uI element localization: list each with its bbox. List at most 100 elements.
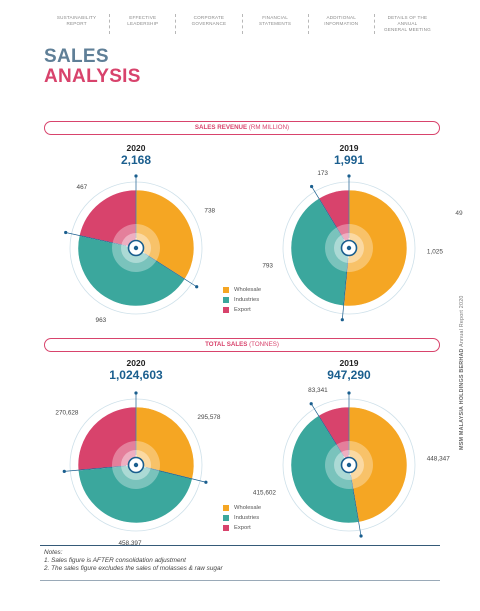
notes-bottom-divider xyxy=(40,580,440,581)
data-label-wholesale: 295,578 xyxy=(197,414,221,421)
chart-heading-tonnes-2019: 2019 947,290 xyxy=(289,358,409,382)
legend-label: Industries xyxy=(234,297,260,303)
notes-heading: Notes: xyxy=(44,549,63,556)
slice-boundary-line xyxy=(310,403,345,457)
pie-chart-revenue-2020: 738 963 467 xyxy=(64,174,216,324)
slice-boundary-line xyxy=(350,474,362,537)
pie-slice-industries xyxy=(290,415,360,524)
legend-item-industries: Industries xyxy=(223,295,261,305)
legend-label: Wholesale xyxy=(234,505,262,511)
note-item: 2. The sales figure excludes the sales o… xyxy=(44,565,223,573)
section-label: SALES REVENUE xyxy=(194,124,248,131)
pie-slice-industries xyxy=(290,198,350,307)
slice-boundary-line xyxy=(311,186,345,240)
slice-boundary-dot xyxy=(134,174,138,178)
pie-center-dot xyxy=(346,462,352,468)
legend-item-export: Export xyxy=(223,305,261,315)
nav-corporate-governance[interactable]: CORPORATE GOVERNANCE xyxy=(175,14,241,34)
pie-center-dot xyxy=(346,245,352,251)
nav-financial-statements[interactable]: FINANCIAL STATEMENTS xyxy=(241,14,308,34)
data-label-industries: 458,397 xyxy=(118,540,142,547)
legend-swatch-export xyxy=(223,525,229,531)
chart-year: 2020 xyxy=(126,143,146,153)
legend-swatch-wholesale xyxy=(223,505,229,511)
slice-boundary-line xyxy=(144,253,197,288)
data-label-export: 83,341 xyxy=(308,387,328,394)
section-unit: (TONNES) xyxy=(247,341,279,348)
nav-agm-details[interactable]: DETAILS OF THE ANNUAL GENERAL MEETING xyxy=(373,14,440,34)
legend-item-export: Export xyxy=(223,523,261,533)
top-navigation: SUSTAINABILITY REPORT EFFECTIVE LEADERSHIP… xyxy=(44,14,440,34)
chart-total: 2,168 xyxy=(120,153,152,167)
pie-slice-industries xyxy=(77,464,193,524)
page-title-line1: SALES xyxy=(44,46,109,67)
chart-year: 2020 xyxy=(126,358,146,368)
legend-label: Industries xyxy=(234,515,260,521)
report-name: Annual Report 2020 xyxy=(459,295,465,349)
section-label: TOTAL SALES xyxy=(205,341,248,348)
legend-label: Export xyxy=(234,307,251,313)
chart-total: 1,024,603 xyxy=(109,368,163,382)
slice-boundary-dot xyxy=(310,184,314,189)
pie-slice-wholesale xyxy=(343,189,408,307)
legend-revenue: Wholesale Industries Export xyxy=(223,285,261,315)
pie-slice-export xyxy=(77,406,137,471)
legend-swatch-wholesale xyxy=(223,287,229,293)
slice-boundary-dot xyxy=(62,469,66,473)
note-item: 1. Sales figure is AFTER consolidation a… xyxy=(44,557,186,565)
chart-year: 2019 xyxy=(339,143,359,153)
data-label-export: 467 xyxy=(77,184,88,191)
slice-boundary-dot xyxy=(204,480,208,484)
data-label-industries: 793 xyxy=(262,263,273,270)
legend-label: Wholesale xyxy=(234,287,262,293)
nav-sustainability-report[interactable]: SUSTAINABILITY REPORT xyxy=(56,15,97,26)
pie-chart-tonnes-2019: 448,347 415,602 83,341 xyxy=(253,387,450,538)
data-label-wholesale: 1,025 xyxy=(427,249,443,256)
slice-boundary-line xyxy=(65,232,127,247)
data-label-export: 270,628 xyxy=(55,409,79,416)
legend-swatch-export xyxy=(223,307,229,313)
data-label-industries: 963 xyxy=(96,317,107,324)
data-label-wholesale: 738 xyxy=(204,208,215,215)
slice-boundary-dot xyxy=(134,391,138,395)
chart-heading-revenue-2020: 2020 2,168 xyxy=(76,143,196,167)
notes: Notes: 1. Sales figure is AFTER consolid… xyxy=(44,549,223,574)
slice-boundary-dot xyxy=(309,402,313,406)
pie-slice-wholesale xyxy=(348,406,408,523)
slice-boundary-dot xyxy=(64,230,68,235)
section-unit: (RM MILLION) xyxy=(247,124,290,131)
chart-heading-revenue-2019: 2019 1,991 xyxy=(289,143,409,167)
section-header-total-sales: TOTAL SALES (TONNES) xyxy=(44,338,440,352)
legend-swatch-industries xyxy=(223,515,229,521)
pie-center-dot xyxy=(133,462,139,468)
slice-boundary-dot xyxy=(340,318,344,322)
slice-boundary-dot xyxy=(347,391,351,395)
slice-boundary-line xyxy=(64,465,127,472)
pie-slice-export xyxy=(79,189,137,249)
side-margin: 49 MSM MALAYSIA HOLDINGS BERHAD Annual R… xyxy=(452,210,466,450)
legend-item-wholesale: Wholesale xyxy=(223,285,261,295)
legend-item-wholesale: Wholesale xyxy=(223,503,261,513)
legend-swatch-industries xyxy=(223,297,229,303)
legend-item-industries: Industries xyxy=(223,513,261,523)
data-label-industries: 415,602 xyxy=(253,490,277,497)
pie-slice-wholesale xyxy=(135,406,195,480)
company-name: MSM MALAYSIA HOLDINGS BERHAD xyxy=(459,348,465,450)
side-running-title: MSM MALAYSIA HOLDINGS BERHAD Annual Repo… xyxy=(459,295,465,450)
pie-center-dot xyxy=(133,245,139,251)
slice-boundary-line xyxy=(145,467,206,483)
legend-label: Export xyxy=(234,525,251,531)
chart-heading-tonnes-2020: 2020 1,024,603 xyxy=(76,358,196,382)
slice-boundary-dot xyxy=(195,285,199,289)
slice-boundary-dot xyxy=(359,534,363,538)
slice-boundary-line xyxy=(341,257,349,320)
legend-tonnes: Wholesale Industries Export xyxy=(223,503,261,533)
pie-slice-industries xyxy=(77,235,186,307)
slice-boundary-dot xyxy=(347,174,351,178)
nav-effective-leadership[interactable]: EFFECTIVE LEADERSHIP xyxy=(109,14,175,34)
chart-total: 1,991 xyxy=(333,153,365,167)
chart-year: 2019 xyxy=(339,358,359,368)
nav-additional-information[interactable]: ADDITIONAL INFORMATION xyxy=(307,14,374,34)
notes-divider xyxy=(40,545,440,546)
